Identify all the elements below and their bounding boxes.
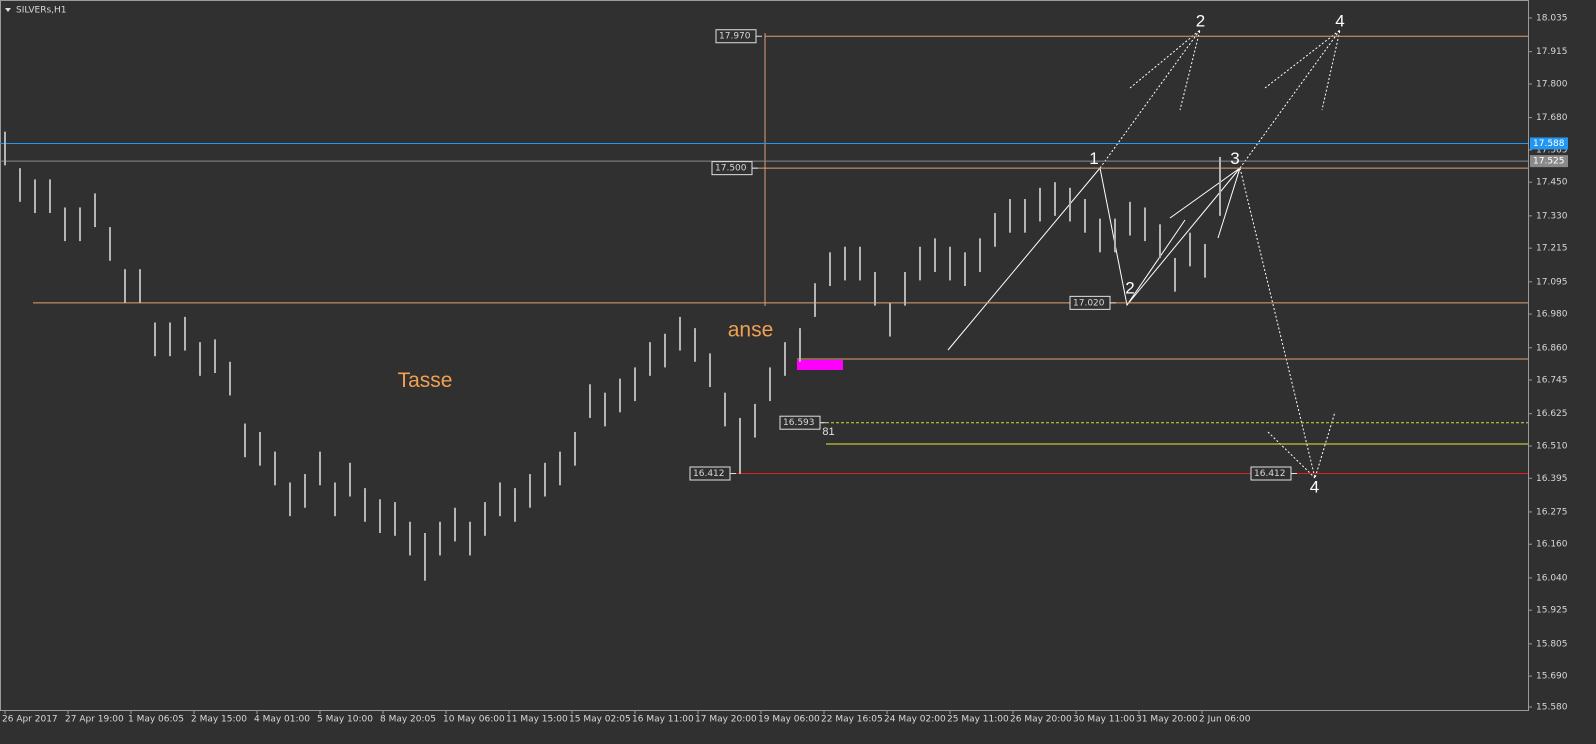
level-label: 16.412: [693, 469, 725, 479]
annotation: 4: [1335, 12, 1344, 31]
x-tick-label: 16 May 11:00: [632, 715, 694, 725]
x-tick-label: 19 May 06:00: [758, 715, 820, 725]
axis-price-label: 17.588: [1533, 139, 1565, 149]
chart-title: SILVERs,H1: [16, 6, 67, 16]
y-tick-label: 16.395: [1536, 474, 1568, 484]
y-tick-label: 18.035: [1536, 14, 1568, 24]
x-tick-label: 25 May 11:00: [947, 715, 1009, 725]
level-label: 16.593: [783, 418, 815, 428]
wave-line: [1126, 219, 1186, 306]
y-tick-label: 16.860: [1536, 343, 1568, 353]
axis-price-box: [1530, 155, 1568, 168]
x-tick-label: 8 May 20:05: [380, 715, 436, 725]
axis-price-label: 17.525: [1533, 157, 1565, 167]
level-label: 16.412: [1254, 469, 1286, 479]
annotation: 3: [1230, 149, 1239, 168]
x-tick-label: 15 May 02:05: [569, 715, 631, 725]
y-tick-label: 16.160: [1536, 540, 1568, 550]
level-label: 17.500: [715, 164, 747, 174]
level-label: 17.020: [1073, 298, 1105, 308]
x-tick-label: 26 May 20:00: [1010, 715, 1072, 725]
y-tick-label: 17.565: [1536, 145, 1568, 155]
x-tick-label: 17 May 20:00: [695, 715, 757, 725]
y-tick-label: 15.580: [1536, 703, 1568, 713]
x-tick-label: 26 Apr 2017: [2, 715, 58, 725]
annotation: 81: [822, 426, 834, 438]
annotation: anse: [728, 318, 774, 341]
x-tick-label: 10 May 06:00: [443, 715, 505, 725]
x-tick-label: 5 May 10:00: [317, 715, 373, 725]
x-tick-label: 31 May 20:00: [1136, 715, 1198, 725]
y-tick-label: 17.680: [1536, 113, 1568, 123]
y-tick-label: 17.450: [1536, 178, 1568, 188]
wave-line: [947, 166, 1241, 351]
y-tick-label: 17.215: [1536, 244, 1568, 254]
annotation: 2: [1196, 12, 1205, 31]
y-tick-label: 15.805: [1536, 639, 1568, 649]
y-tick-label: 16.625: [1536, 409, 1568, 419]
level-label: 17.970: [719, 32, 751, 42]
menu-arrow[interactable]: [5, 8, 11, 12]
x-tick-label: 2 Jun 06:00: [1199, 715, 1251, 725]
y-tick-label: 17.915: [1536, 47, 1568, 57]
annotation: 2: [1125, 278, 1134, 297]
projection: [1099, 28, 1341, 480]
x-tick-label: 22 May 16:05: [821, 715, 883, 725]
y-tick-label: 16.510: [1536, 441, 1568, 451]
y-tick-label: 17.800: [1536, 79, 1568, 89]
y-tick-label: 16.745: [1536, 376, 1568, 386]
y-tick-label: 16.275: [1536, 507, 1568, 517]
axis-price-box: [1530, 137, 1568, 150]
y-tick-label: 15.925: [1536, 606, 1568, 616]
annotation: Tasse: [398, 369, 453, 392]
plot-frame: [0, 0, 1529, 711]
zone: [797, 360, 843, 370]
x-tick-label: 30 May 11:00: [1073, 715, 1135, 725]
x-tick-label: 2 May 15:00: [191, 715, 247, 725]
y-tick-label: 16.980: [1536, 310, 1568, 320]
x-tick-label: 24 May 02:00: [884, 715, 946, 725]
y-tick-label: 17.095: [1536, 277, 1568, 287]
x-tick-label: 1 May 06:05: [128, 715, 184, 725]
annotation: 1: [1089, 149, 1098, 168]
annotation: 4: [1310, 478, 1319, 497]
y-tick-label: 17.330: [1536, 211, 1568, 221]
x-tick-label: 27 Apr 19:00: [65, 715, 124, 725]
y-tick-label: 16.040: [1536, 573, 1568, 583]
y-tick-label: 15.690: [1536, 672, 1568, 682]
x-tick-label: 11 May 15:00: [506, 715, 568, 725]
x-tick-label: 4 May 01:00: [254, 715, 310, 725]
